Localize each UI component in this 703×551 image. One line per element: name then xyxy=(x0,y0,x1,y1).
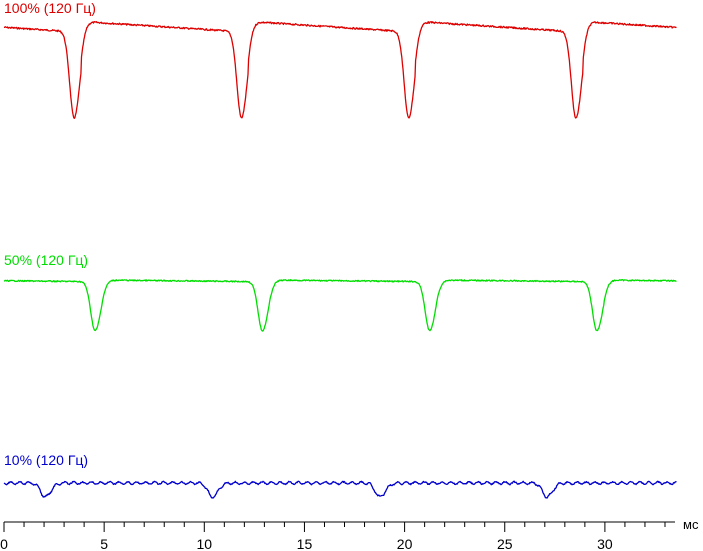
series-label-3: 10% (120 Гц) xyxy=(4,452,88,468)
series-label-2: 50% (120 Гц) xyxy=(4,252,88,268)
x-tick-label: 20 xyxy=(397,536,413,551)
series-traces xyxy=(3,21,677,499)
x-tick-label: 10 xyxy=(197,536,213,551)
x-unit-label: мс xyxy=(683,517,699,532)
series-line-1 xyxy=(3,21,677,119)
series-line-2 xyxy=(3,279,677,332)
series-labels: 100% (120 Гц) 50% (120 Гц) 10% (120 Гц) xyxy=(4,0,96,468)
series-line-3 xyxy=(3,480,677,499)
x-tick-label: 5 xyxy=(100,536,108,551)
x-tick-label: 30 xyxy=(597,536,613,551)
x-tick-label: 0 xyxy=(0,536,8,551)
x-tick-label: 25 xyxy=(497,536,513,551)
x-tick-label: 15 xyxy=(297,536,313,551)
series-label-1: 100% (120 Гц) xyxy=(4,0,96,16)
x-axis: 0 5 10 15 20 25 30 мс xyxy=(0,517,699,551)
